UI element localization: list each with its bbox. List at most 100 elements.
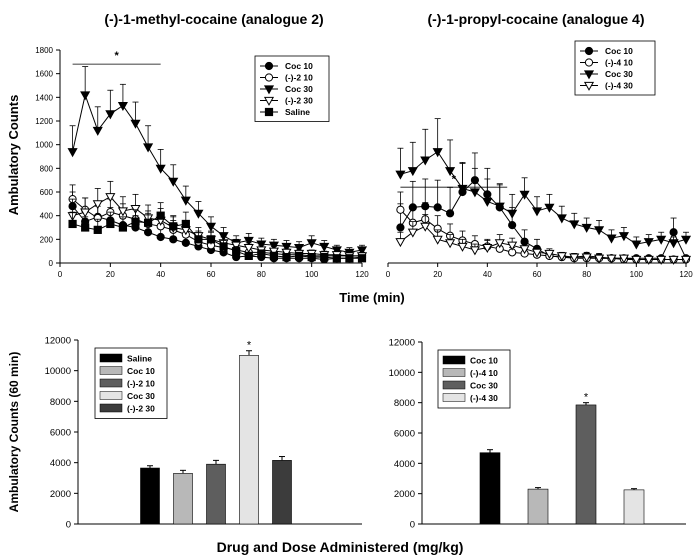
data-point bbox=[357, 254, 367, 263]
x-tick-label: 0 bbox=[58, 270, 63, 279]
data-point bbox=[92, 200, 103, 210]
data-point bbox=[569, 253, 580, 263]
data-point bbox=[606, 254, 617, 264]
legend-marker bbox=[264, 107, 274, 117]
legend-swatch bbox=[99, 366, 123, 375]
legend-label: (-)-2 30 bbox=[127, 404, 155, 414]
data-point bbox=[294, 251, 304, 261]
data-point bbox=[433, 203, 442, 212]
y-tick-label: 1000 bbox=[35, 141, 53, 150]
x-tick-label: 100 bbox=[305, 270, 319, 279]
data-point bbox=[482, 197, 493, 207]
legend-marker bbox=[583, 81, 595, 91]
data-point bbox=[680, 235, 692, 245]
significance-star: * bbox=[452, 173, 457, 185]
y-tick-label: 200 bbox=[40, 235, 54, 244]
data-point bbox=[618, 232, 629, 242]
data-point bbox=[544, 249, 555, 259]
data-point bbox=[232, 247, 241, 256]
legend-marker bbox=[584, 58, 594, 67]
data-point bbox=[482, 244, 493, 254]
propyl-cocaine-total-bar-panel: 0 2000 4000 6000 8000 10000 12000 * Coc 10 (-)-4 … bbox=[389, 338, 686, 531]
data-point bbox=[395, 238, 406, 248]
data-point bbox=[206, 235, 216, 244]
data-point bbox=[307, 252, 316, 262]
data-point bbox=[118, 223, 128, 232]
legend-swatch bbox=[442, 355, 466, 365]
data-point bbox=[407, 167, 418, 177]
bar bbox=[623, 489, 645, 525]
data-point bbox=[243, 236, 254, 246]
data-point bbox=[445, 239, 456, 249]
bar bbox=[479, 452, 501, 525]
legend-label: Coc 10 bbox=[605, 46, 633, 56]
data-point bbox=[407, 228, 418, 238]
data-point bbox=[106, 219, 115, 229]
data-point bbox=[556, 214, 567, 224]
data-point bbox=[332, 254, 341, 263]
y-tick-label: 2000 bbox=[394, 489, 415, 500]
series-line bbox=[72, 198, 362, 257]
bar bbox=[527, 488, 549, 525]
top-y-axis-label: Ambulatory Counts bbox=[6, 95, 21, 216]
legend-label: (-)-4 10 bbox=[605, 58, 633, 68]
data-point bbox=[156, 232, 165, 242]
bar bbox=[239, 355, 259, 525]
data-point bbox=[396, 223, 405, 232]
legend-label: Coc 30 bbox=[285, 84, 313, 94]
data-point bbox=[257, 249, 266, 258]
data-point bbox=[181, 219, 190, 229]
significance-star: * bbox=[584, 392, 589, 404]
bar bbox=[206, 463, 226, 525]
legend-label: Saline bbox=[127, 354, 152, 364]
data-point bbox=[205, 222, 217, 232]
data-point bbox=[531, 207, 543, 217]
data-point bbox=[631, 240, 642, 250]
top-right-title: (-)-1-propyl-cocaine (analogue 4) bbox=[427, 11, 644, 27]
data-point bbox=[117, 102, 128, 112]
series-4 bbox=[68, 202, 367, 263]
legend-swatch bbox=[99, 403, 123, 413]
legend-marker bbox=[263, 96, 275, 106]
y-tick-label: 12000 bbox=[45, 336, 71, 347]
legend-label: Coc 10 bbox=[285, 61, 313, 71]
x-tick-label: 20 bbox=[433, 270, 442, 279]
series-line bbox=[72, 196, 362, 257]
legend-label: Coc 30 bbox=[605, 69, 633, 79]
x-tick-label: 60 bbox=[533, 270, 542, 279]
y-tick-label: 8000 bbox=[394, 398, 415, 409]
legend-swatch bbox=[442, 380, 466, 390]
series-line bbox=[400, 151, 687, 245]
data-point bbox=[507, 209, 518, 219]
data-point bbox=[432, 148, 443, 158]
data-point bbox=[155, 164, 166, 174]
data-point bbox=[432, 235, 443, 245]
data-point bbox=[117, 207, 128, 217]
legend-label: (-)-2 10 bbox=[127, 379, 155, 389]
legend-label: (-)-4 30 bbox=[605, 81, 633, 91]
data-point bbox=[594, 254, 605, 264]
legend-swatch bbox=[99, 378, 123, 388]
legend-label: (-)-4 30 bbox=[470, 393, 498, 403]
data-point bbox=[631, 255, 642, 265]
data-point bbox=[256, 240, 267, 250]
data-point bbox=[181, 238, 190, 247]
data-point bbox=[80, 208, 91, 218]
data-point bbox=[130, 119, 141, 129]
x-tick-label: 60 bbox=[207, 270, 216, 279]
data-point bbox=[544, 203, 555, 213]
y-tick-label: 6000 bbox=[50, 428, 71, 439]
methyl-cocaine-total-bar-panel: 0 2000 4000 6000 8000 10000 12000 * Saline Coc 10… bbox=[45, 336, 362, 531]
bar bbox=[173, 473, 193, 525]
data-point bbox=[143, 143, 154, 153]
y-tick-label: 6000 bbox=[394, 429, 415, 440]
data-point bbox=[494, 239, 505, 249]
data-point bbox=[67, 148, 78, 158]
data-point bbox=[180, 196, 191, 206]
data-point bbox=[281, 242, 292, 252]
legend-label: Coc 30 bbox=[127, 391, 155, 401]
y-tick-label: 1400 bbox=[35, 93, 53, 102]
legend-swatch bbox=[99, 353, 123, 363]
